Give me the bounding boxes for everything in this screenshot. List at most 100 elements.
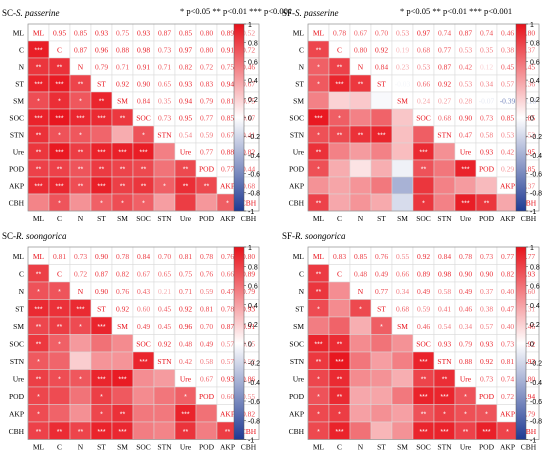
correlation-value: 0.79: [200, 97, 213, 106]
panel-title-species: R. soongorica: [15, 231, 67, 241]
panel-title-species: R. soongorica: [294, 231, 346, 241]
correlation-value: 0.97: [417, 29, 430, 38]
row-label: C: [19, 269, 24, 278]
heatmap-cell: [370, 193, 393, 212]
correlation-value: 0.57: [221, 357, 234, 366]
diagonal-label: AKP: [220, 409, 235, 418]
heatmap-cell: [132, 386, 155, 405]
significance-mark: **: [99, 167, 105, 174]
correlation-value: 0.37: [480, 287, 493, 296]
column-label: ST: [377, 443, 386, 452]
row-label: AKP: [289, 409, 304, 418]
colorbar: [515, 246, 527, 440]
correlation-value: 0.92: [158, 339, 171, 348]
significance-mark: *: [79, 324, 82, 331]
correlation-value: 0.55: [396, 252, 409, 261]
significance-mark: ***: [34, 48, 42, 55]
correlation-value: 0.79: [459, 339, 472, 348]
correlation-value: 0.76: [375, 252, 388, 261]
significance-mark: ***: [314, 116, 322, 123]
correlation-value: 0.23: [396, 63, 409, 72]
colorbar-tick-label: 0.8: [248, 41, 258, 48]
column-label: POD: [479, 443, 495, 452]
heatmap-cell: [391, 421, 414, 440]
colorbar-tick-label: -0.8: [530, 190, 542, 197]
diagonal-label: C: [337, 46, 342, 55]
correlation-value: 0.66: [221, 269, 234, 278]
diagonal-label: N: [358, 63, 364, 72]
correlation-value: 0.95: [53, 29, 66, 38]
column-label: Ure: [180, 214, 192, 223]
significance-mark: **: [120, 116, 126, 123]
correlation-value: 0.77: [375, 287, 388, 296]
heatmap-cell: [391, 404, 414, 423]
diagonal-label: Ure: [180, 148, 192, 157]
heatmap-cell: [433, 142, 456, 161]
significance-mark: **: [463, 429, 469, 436]
colorbar-tick-label: 0: [248, 116, 252, 123]
column-label: STN: [157, 214, 172, 223]
diagonal-label: SOC: [416, 114, 431, 123]
significance-mark: ***: [55, 116, 63, 123]
significance-mark: *: [485, 411, 488, 418]
significance-mark: *: [317, 133, 320, 140]
column-label: CBH: [521, 214, 537, 223]
correlation-value: 0.89: [417, 269, 430, 278]
significance-mark: **: [337, 376, 343, 383]
correlation-value: 0.45: [158, 304, 171, 313]
colorbar-tick-label: 1: [530, 22, 534, 29]
colorbar-tick-label: 0.8: [530, 264, 540, 271]
colorbar-tick-label: 0.2: [530, 322, 540, 329]
correlation-value: 0.34: [459, 322, 472, 331]
heatmap-cell: [307, 176, 330, 195]
column-label: N: [358, 443, 364, 452]
heatmap-cell: [391, 125, 414, 144]
correlation-value: 0.21: [158, 287, 171, 296]
significance-mark: **: [337, 394, 343, 401]
correlation-value: 0.42: [501, 148, 514, 157]
correlation-value: 0.75: [242, 97, 255, 106]
colorbar-tick-label: -0.2: [248, 361, 260, 368]
colorbar-tick-label: -0.4: [248, 380, 260, 387]
significance-mark: *: [100, 394, 103, 401]
correlation-value: 0.73: [74, 252, 87, 261]
significance-mark: ***: [97, 324, 105, 331]
significance-mark: **: [358, 133, 364, 140]
significance-mark: ***: [335, 82, 343, 89]
correlation-value: 0.79: [95, 63, 108, 72]
significance-mark: **: [316, 359, 322, 366]
significance-mark: **: [421, 167, 427, 174]
correlation-value: 0.92: [179, 304, 192, 313]
column-label: N: [78, 214, 84, 223]
significance-mark: **: [316, 289, 322, 296]
heatmap-cell: [111, 125, 134, 144]
significance-mark: ***: [335, 429, 343, 436]
column-label: SM: [117, 443, 128, 452]
grid-border: [307, 23, 540, 212]
heatmap-cell: [153, 386, 176, 405]
heatmap-cell: [69, 351, 92, 370]
significance-mark: *: [317, 167, 320, 174]
diagonal-label: C: [57, 46, 62, 55]
column-label: Ure: [180, 443, 192, 452]
significance-mark: *: [142, 201, 145, 208]
correlation-value: 0.80: [522, 374, 535, 383]
significance-mark: **: [57, 167, 63, 174]
heatmap-cell: [328, 281, 351, 300]
significance-mark: ***: [97, 150, 105, 157]
correlation-value: -0.07: [479, 97, 495, 106]
correlation-value: 0.94: [179, 97, 192, 106]
heatmap-cell: [48, 351, 71, 370]
correlation-value: 0.36: [522, 80, 535, 89]
significance-mark: **: [57, 429, 63, 436]
correlation-value: 0.37: [522, 46, 535, 55]
diagonal-label: CBH: [521, 427, 537, 436]
correlation-value: 0.57: [501, 80, 514, 89]
heatmap-panel: SC-S. passerine ML 0.95 0.85 0.93 0.75 0.93 0.8…: [2, 8, 260, 223]
correlation-value: 0.73: [480, 252, 493, 261]
correlation-value: 0.95: [522, 148, 535, 157]
significance-mark: **: [316, 271, 322, 278]
correlation-value: 0.78: [221, 304, 234, 313]
correlation-value: 0.90: [95, 252, 108, 261]
